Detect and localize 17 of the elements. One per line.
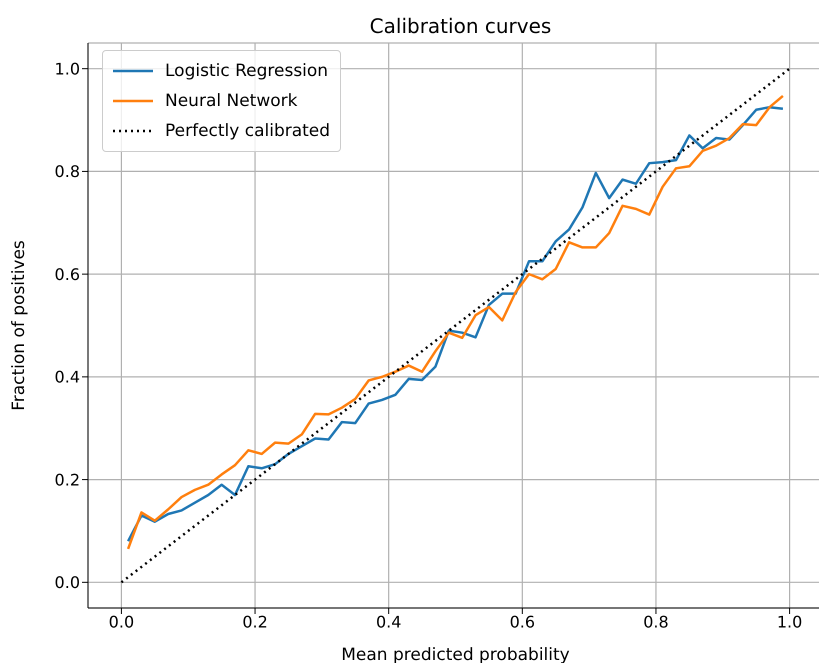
x-tick-label: 0.0 — [108, 612, 134, 632]
x-tick-label: 0.4 — [376, 612, 402, 632]
x-tick-label: 1.0 — [776, 612, 802, 632]
y-tick-label: 0.0 — [54, 573, 80, 592]
y-tick-label: 0.4 — [54, 368, 80, 387]
y-tick-label: 0.8 — [54, 162, 80, 182]
chart-title: Calibration curves — [368, 14, 552, 38]
x-tick-label: 0.2 — [242, 612, 268, 632]
legend-label: Logistic Regression — [165, 61, 328, 81]
legend-label: Perfectly calibrated — [165, 121, 330, 141]
legend-label: Neural Network — [165, 91, 298, 111]
x-tick-label: 0.8 — [643, 612, 669, 632]
y-tick-label: 1.0 — [54, 59, 80, 78]
y-axis-title: Fraction of positives — [9, 240, 30, 411]
x-tick-label: 0.6 — [510, 612, 536, 632]
y-tick-label: 0.6 — [54, 264, 80, 284]
y-tick-label: 0.2 — [54, 470, 80, 490]
